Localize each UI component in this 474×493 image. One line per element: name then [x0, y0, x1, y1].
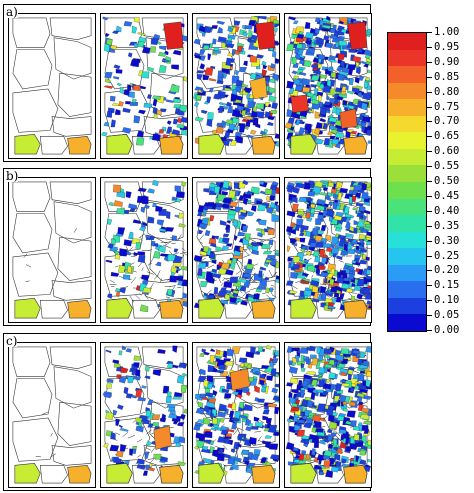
grain-map: [101, 16, 187, 155]
legend-tick-label: 0.30: [434, 234, 460, 247]
legend-tick-label: 0.35: [434, 219, 460, 232]
grain-panel: [284, 177, 372, 323]
grain-panel: [284, 13, 372, 159]
legend-swatch: [388, 49, 426, 67]
legend-tick: [426, 121, 432, 123]
grain-map: [102, 345, 187, 484]
legend-tick-label: 0.60: [434, 145, 460, 158]
grain-map: [104, 179, 187, 319]
grain-panel: [8, 342, 96, 488]
row-frame-0: [3, 4, 372, 162]
legend-tick-label: 0.40: [434, 204, 460, 217]
grain-map: [285, 345, 371, 484]
grain-panel: [192, 13, 280, 159]
legend-tick-label: 0.20: [434, 264, 460, 277]
legend-tick: [426, 300, 432, 302]
grain-map: [193, 180, 279, 319]
grain-panel: [8, 13, 96, 159]
legend-tick: [426, 240, 432, 242]
legend-tick: [426, 210, 432, 212]
legend-tick-label: 0.05: [434, 309, 460, 322]
legend-swatch: [388, 99, 426, 117]
legend-tick-label: 0.00: [434, 324, 460, 336]
legend-tick: [426, 315, 432, 317]
legend-swatch: [388, 165, 426, 183]
legend-tick-label: 0.85: [434, 70, 460, 83]
legend-swatch: [388, 215, 426, 233]
legend-swatch: [388, 248, 426, 266]
legend-tick-label: 0.50: [434, 175, 460, 187]
legend-swatch: [388, 132, 426, 150]
legend-swatch: [388, 115, 426, 133]
legend-tick-label: 0.25: [434, 249, 460, 262]
legend-tick-label: 0.95: [434, 40, 460, 53]
grain-map: [193, 344, 279, 484]
row-frame-2: [3, 333, 372, 491]
legend-swatch: [388, 314, 426, 332]
legend-tick: [426, 46, 432, 48]
legend-swatch: [388, 148, 426, 166]
row-label: a): [6, 5, 18, 19]
legend-tick: [426, 91, 432, 93]
legend-swatch: [388, 281, 426, 299]
row-label: c): [6, 334, 18, 348]
grain-map: [12, 17, 92, 155]
legend-tick-label: 0.10: [434, 294, 460, 307]
legend-tick-label: 0.90: [434, 55, 460, 68]
legend-tick: [426, 32, 432, 33]
grain-panel: [8, 177, 96, 323]
grain-map: [12, 346, 92, 484]
grain-map: [12, 181, 92, 319]
legend-tick-label: 0.15: [434, 279, 460, 292]
legend-tick-label: 1.00: [434, 26, 460, 38]
grain-map: [286, 180, 371, 319]
legend-swatch: [388, 198, 426, 216]
legend-tick: [426, 151, 432, 153]
grain-map: [193, 15, 279, 155]
legend-swatch: [388, 66, 426, 84]
grain-panel: [192, 342, 280, 488]
legend-tick-label: 0.75: [434, 100, 460, 113]
legend-swatch: [388, 264, 426, 282]
grain-map: [285, 15, 371, 155]
legend-tick: [426, 136, 432, 138]
grain-panel: [284, 342, 372, 488]
legend-tick: [426, 195, 432, 197]
grain-panel: [192, 177, 280, 323]
color-legend: [387, 32, 427, 332]
legend-tick: [426, 285, 432, 287]
legend-tick-label: 0.45: [434, 189, 460, 202]
legend-swatch: [388, 182, 426, 200]
legend-tick: [426, 225, 432, 227]
legend-tick: [426, 106, 432, 108]
row-label: b): [6, 169, 19, 183]
grain-panel: [100, 342, 188, 488]
legend-tick-label: 0.55: [434, 160, 460, 173]
legend-tick: [426, 166, 432, 168]
legend-swatch: [388, 82, 426, 100]
legend-tick: [426, 76, 432, 78]
legend-tick-label: 0.65: [434, 130, 460, 143]
legend-tick: [426, 255, 432, 257]
legend-tick: [426, 270, 432, 272]
legend-swatch: [388, 297, 426, 315]
legend-tick: [426, 61, 432, 63]
legend-tick-label: 0.70: [434, 115, 460, 128]
legend-tick-label: 0.80: [434, 85, 460, 98]
legend-swatch: [388, 33, 426, 51]
legend-swatch: [388, 231, 426, 249]
grain-panel: [100, 177, 188, 323]
grain-panel: [100, 13, 188, 159]
legend-tick: [426, 181, 432, 182]
row-frame-1: [3, 168, 372, 326]
legend-tick: [426, 330, 432, 331]
